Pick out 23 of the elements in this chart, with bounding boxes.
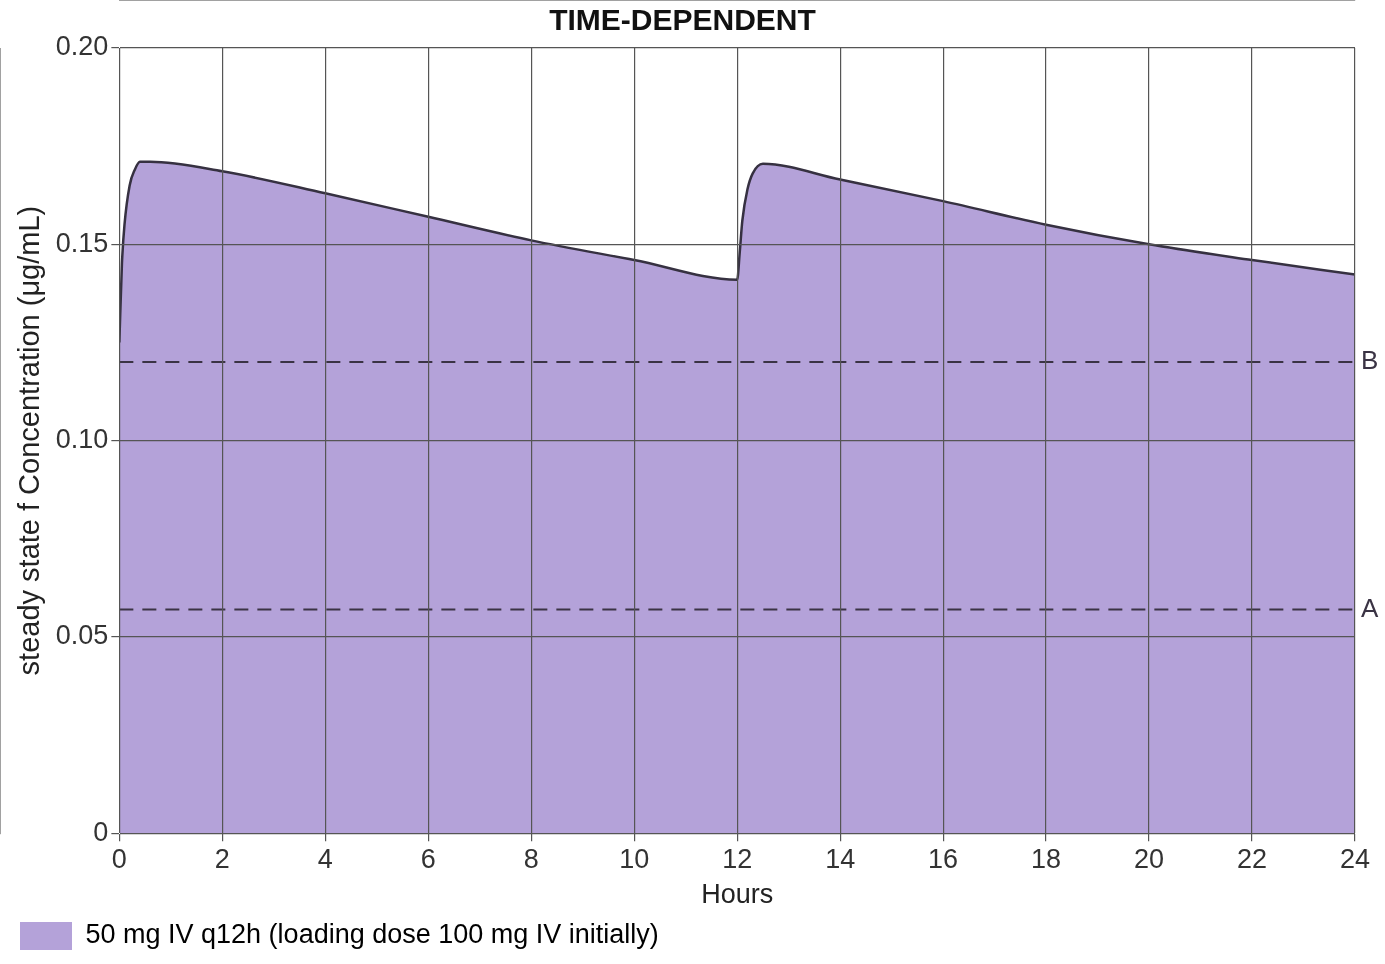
x-tick-label: 20	[1134, 843, 1165, 874]
ref-line-label: B	[1361, 345, 1379, 376]
x-tick-label: 4	[317, 843, 333, 874]
x-tick-label: 8	[523, 843, 539, 874]
y-tick-label: 0	[93, 816, 109, 847]
chart-title: TIME-DEPENDENT	[549, 3, 816, 37]
y-axis-title: steady state f Concentration (μg/mL)	[13, 205, 46, 676]
x-tick-label: 22	[1237, 843, 1268, 874]
x-axis-title: Hours	[701, 879, 774, 910]
legend-label: 50 mg IV q12h (loading dose 100 mg IV initially)	[85, 919, 659, 950]
x-tick-label: 12	[722, 843, 753, 874]
x-tick-label: 2	[214, 843, 230, 874]
ref-line-label: A	[1361, 592, 1379, 623]
x-tick-label: 14	[825, 843, 856, 874]
x-tick-label: 10	[619, 843, 650, 874]
x-tick-label: 24	[1339, 843, 1371, 874]
x-tick-label: 16	[928, 843, 959, 874]
y-tick-label: 0.10	[55, 424, 109, 455]
y-tick-label: 0.05	[55, 620, 109, 651]
y-tick-label: 0.15	[55, 227, 109, 258]
x-tick-label: 18	[1031, 843, 1062, 874]
x-tick-label: 6	[420, 843, 436, 874]
y-tick-label: 0.20	[55, 31, 109, 62]
